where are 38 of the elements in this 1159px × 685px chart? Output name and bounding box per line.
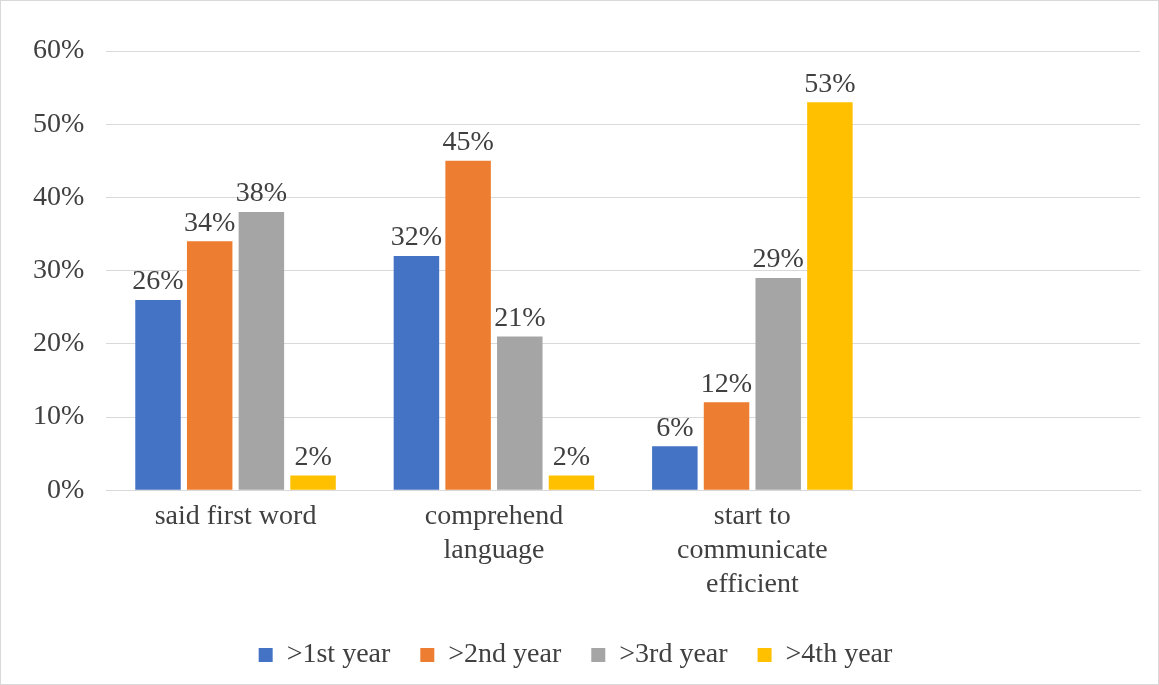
y-tick-label: 0% xyxy=(47,472,85,504)
y-tick-label: 40% xyxy=(33,179,85,211)
data-label: 12% xyxy=(700,366,753,398)
bar xyxy=(393,255,440,490)
data-label: 38% xyxy=(235,176,288,208)
bar xyxy=(755,277,801,490)
legend-label: >3rd year xyxy=(619,637,729,669)
x-tick-label: said first word xyxy=(154,499,317,531)
legend-label: >1st year xyxy=(286,637,391,669)
bar xyxy=(445,160,491,490)
legend-label: >2nd year xyxy=(448,637,562,669)
bar xyxy=(652,446,698,490)
data-label: 29% xyxy=(752,242,804,274)
data-label: 26% xyxy=(132,264,184,296)
bar xyxy=(135,299,181,490)
bar xyxy=(497,336,543,490)
data-label: 45% xyxy=(442,125,494,157)
data-label: 2% xyxy=(552,439,591,471)
x-tick-label: start to communicate efficient xyxy=(676,499,828,598)
data-label: 34% xyxy=(184,205,236,237)
bar xyxy=(186,241,233,490)
data-label: 2% xyxy=(294,439,332,471)
y-tick-label: 60% xyxy=(33,33,85,65)
bar xyxy=(290,475,336,490)
bar xyxy=(548,475,595,490)
y-tick-label: 50% xyxy=(33,106,85,138)
data-label: 32% xyxy=(390,220,443,252)
x-tick-label: comprehend language xyxy=(424,499,564,564)
data-label: 53% xyxy=(804,66,856,98)
bar xyxy=(703,402,750,490)
y-tick-label: 30% xyxy=(33,252,85,284)
bar xyxy=(238,212,285,490)
y-tick-label: 20% xyxy=(33,326,85,358)
bar xyxy=(807,102,853,490)
data-label: 21% xyxy=(494,300,546,332)
y-tick-label: 10% xyxy=(33,399,85,431)
legend-label: >4th year xyxy=(785,637,894,669)
data-label: 6% xyxy=(656,410,694,442)
